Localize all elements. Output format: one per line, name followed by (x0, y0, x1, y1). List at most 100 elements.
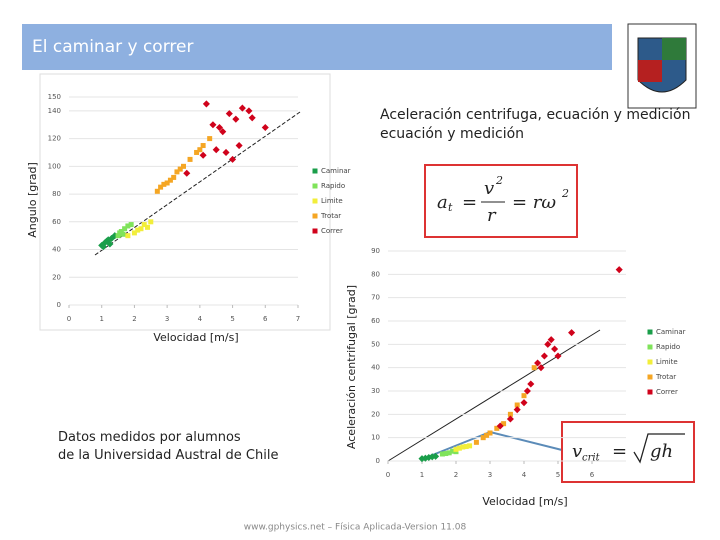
y-axis-label: Angulo [grad] (26, 162, 39, 238)
point (122, 226, 128, 232)
point (235, 141, 243, 150)
point (183, 169, 191, 177)
point (261, 123, 269, 132)
legend-label: Rapido (656, 343, 680, 351)
point (120, 231, 126, 237)
point (222, 148, 230, 157)
point (513, 406, 521, 414)
x-tick-label: 5 (230, 315, 234, 323)
legend-swatch (312, 213, 318, 219)
x-tick-label: 6 (590, 471, 595, 479)
y-tick-label: 10 (371, 434, 380, 442)
point (248, 114, 256, 122)
x-tick-label: 3 (488, 471, 492, 479)
x-tick-label: 2 (132, 315, 136, 323)
point (115, 233, 121, 239)
fit-line (387, 329, 601, 462)
point (428, 453, 436, 461)
point (615, 266, 623, 274)
point (494, 425, 500, 431)
point (453, 446, 459, 452)
point (199, 151, 207, 159)
legend-swatch (647, 359, 653, 365)
f-sup: 2 (561, 187, 569, 200)
point (164, 180, 170, 186)
point (200, 143, 206, 149)
point (514, 402, 520, 408)
point (181, 163, 186, 169)
point (229, 155, 237, 163)
point (158, 184, 164, 190)
point (106, 240, 114, 248)
slide-title: El caminar y correr (32, 37, 193, 57)
point (148, 219, 154, 225)
point (446, 450, 452, 456)
legend-label: Limite (321, 197, 343, 205)
legend-swatch (647, 329, 653, 335)
point (232, 115, 240, 123)
y-tick-label: 120 (48, 135, 61, 143)
legend-swatch (312, 228, 318, 234)
point (215, 123, 224, 132)
point (125, 223, 131, 229)
point (484, 432, 490, 438)
point (473, 439, 479, 445)
x-tick-label: 4 (198, 315, 203, 323)
y-tick-label: 0 (57, 301, 61, 309)
y-tick-label: 150 (48, 93, 61, 101)
legend-label: Correr (656, 388, 678, 396)
point (487, 430, 493, 436)
note-line: Datos medidos por alumnos (58, 430, 241, 445)
f-a: a (437, 192, 448, 213)
point (177, 166, 183, 172)
f-den: r (487, 205, 497, 226)
note-line: de la Universidad Austral de Chile (58, 448, 278, 463)
y-tick-label: 20 (52, 273, 61, 281)
point (520, 399, 528, 407)
point (245, 107, 253, 115)
point (506, 415, 514, 423)
x-tick-label: 0 (386, 471, 390, 479)
crit-line (489, 431, 571, 453)
y-tick-label: 0 (376, 457, 380, 465)
note: Datos medidos por alumnos de la Universid… (58, 430, 278, 463)
legend-label: Caminar (321, 167, 351, 175)
point (202, 100, 210, 108)
point (456, 445, 462, 451)
point (421, 454, 429, 462)
point (131, 230, 137, 236)
legend-swatch (647, 389, 653, 395)
f-sup: 2 (495, 174, 503, 187)
legend-label: Rapido (321, 182, 345, 190)
point (527, 380, 535, 388)
point (209, 121, 217, 129)
x-axis-label: Velocidad [m/s] (482, 495, 567, 508)
point (439, 451, 445, 457)
formula-box (424, 164, 578, 238)
x-tick-label: 0 (67, 315, 71, 323)
legend-swatch (647, 374, 653, 380)
f-sub: crit (582, 453, 601, 464)
point (544, 340, 552, 348)
formula-2: v crit = gh (572, 433, 685, 464)
point (117, 230, 123, 236)
f-rhs: = rω (512, 192, 556, 213)
y-tick-label: 80 (371, 270, 380, 278)
legend-label: Trotar (655, 373, 676, 381)
point (568, 329, 576, 337)
point (219, 128, 227, 136)
x-tick-label: 6 (263, 315, 268, 323)
x-tick-label: 2 (454, 471, 458, 479)
point (99, 243, 107, 251)
point (187, 156, 193, 162)
y-tick-label: 80 (52, 190, 61, 198)
y-axis-label: Aceleración centrifugal [grad] (345, 285, 358, 449)
x-tick-label: 4 (522, 471, 527, 479)
point (174, 169, 180, 175)
y-tick-label: 40 (371, 364, 380, 372)
formula-1: a t = v 2 r = rω 2 (437, 174, 569, 226)
point (167, 177, 173, 183)
y-tick-label: 100 (48, 162, 61, 170)
subtitle: Aceleración centrifuga, ecuación y medic… (380, 107, 690, 123)
